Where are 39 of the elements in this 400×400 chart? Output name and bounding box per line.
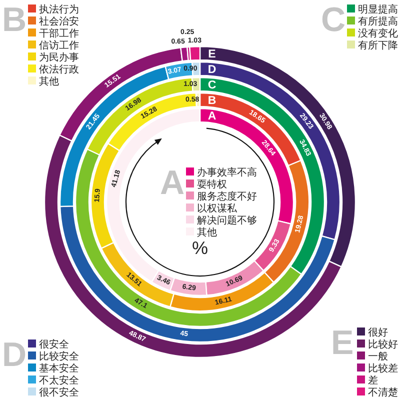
legend-label: 办事效率不高 — [197, 166, 257, 178]
legend-label: 不太安全 — [39, 374, 79, 386]
legend-label: 以权谋私 — [197, 202, 238, 214]
chart-title: D — [208, 64, 216, 76]
legend-label: 比较好 — [368, 338, 398, 350]
text: C — [208, 79, 216, 92]
chart-title: C — [321, 1, 346, 39]
legend-label: 干部工作 — [39, 28, 79, 40]
chart-title: A — [160, 164, 185, 202]
legend-label: 信访工作 — [39, 40, 79, 52]
legend-label: 社会治安 — [39, 16, 79, 28]
legend-label: 比较安全 — [39, 350, 79, 362]
text: % — [192, 238, 208, 258]
legend-label: 很不安全 — [39, 386, 79, 398]
legend-label: 耍特权 — [197, 178, 227, 190]
legend-label: 差 — [368, 374, 378, 386]
legend-label: 一般 — [368, 352, 388, 362]
legend-label: 其他 — [39, 76, 59, 88]
legend-label: 为民办事 — [39, 52, 79, 64]
chart-title: A — [208, 110, 216, 122]
text: B — [208, 94, 216, 107]
chart-title: D — [2, 336, 27, 374]
legend-label: 有所提高 — [358, 16, 398, 28]
legend-label: 明显提高 — [358, 4, 398, 16]
legend-label: 有所下降 — [358, 40, 398, 52]
legend-label: 很安全 — [39, 338, 69, 350]
legend-label: 解决问题不够 — [197, 214, 257, 226]
legend-label: 没有变化 — [358, 28, 398, 40]
legend-label: 依法行政 — [39, 64, 79, 76]
chart-title: B — [2, 1, 27, 39]
legend-label: 基本安全 — [39, 362, 79, 374]
chart-title: E — [331, 324, 354, 362]
legend-label: 比较差 — [368, 362, 398, 374]
legend-label: 服务态度不好 — [197, 190, 257, 202]
legend-label: 其他 — [197, 226, 217, 238]
legend-label: 很好 — [368, 328, 388, 338]
legend-label: 不清楚 — [368, 386, 398, 398]
legend-label: 执法行为 — [39, 4, 79, 16]
text: E — [208, 48, 216, 60]
